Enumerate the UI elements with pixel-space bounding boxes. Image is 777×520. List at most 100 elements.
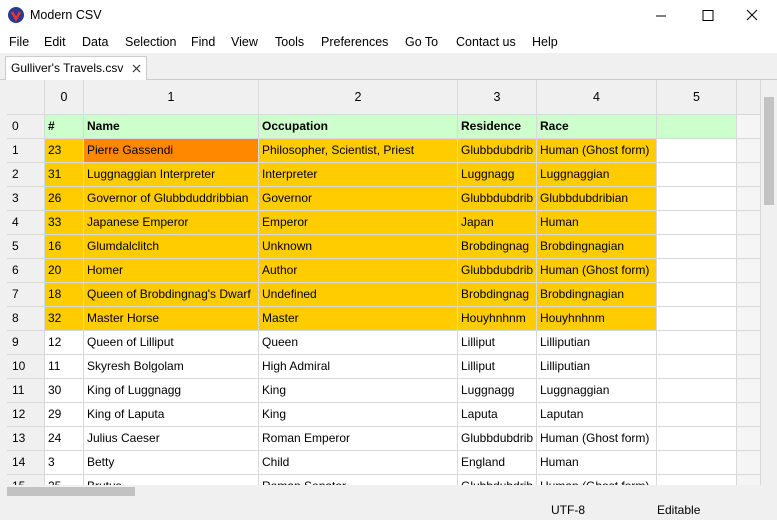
cell[interactable] <box>657 139 737 163</box>
cell[interactable]: Luggnagg <box>458 163 537 187</box>
cell[interactable]: Pierre Gassendi <box>84 139 259 163</box>
header-cell[interactable]: Residence <box>458 115 537 139</box>
menu-item[interactable]: Data <box>82 35 109 49</box>
cell[interactable]: Glumdalclitch <box>84 235 259 259</box>
cell[interactable]: 26 <box>45 187 84 211</box>
row-header[interactable]: 0 <box>7 115 45 139</box>
scroll-thumb[interactable] <box>7 487 135 496</box>
cell[interactable] <box>737 331 761 355</box>
cell[interactable] <box>657 187 737 211</box>
cell[interactable]: Author <box>259 259 458 283</box>
cell[interactable]: Glubbdubdrib <box>458 427 537 451</box>
cell[interactable]: Glubbdubdrib <box>458 259 537 283</box>
cell[interactable]: Luggnaggian <box>537 379 657 403</box>
menu-item[interactable]: Help <box>532 35 558 49</box>
cell[interactable]: Glubbdubdribian <box>537 187 657 211</box>
cell[interactable]: Brutus <box>84 475 259 485</box>
cell[interactable]: England <box>458 451 537 475</box>
header-cell[interactable] <box>657 115 737 139</box>
cell[interactable]: Unknown <box>259 235 458 259</box>
column-header[interactable]: 1 <box>84 80 259 115</box>
cell[interactable]: Human (Ghost form) <box>537 139 657 163</box>
menu-item[interactable]: Edit <box>44 35 66 49</box>
cell[interactable]: Governor of Glubbduddribbian <box>84 187 259 211</box>
cell[interactable]: Queen <box>259 331 458 355</box>
cell[interactable]: Philosopher, Scientist, Priest <box>259 139 458 163</box>
cell[interactable] <box>737 187 761 211</box>
scroll-thumb[interactable] <box>764 97 774 205</box>
row-header[interactable]: 12 <box>7 403 45 427</box>
cell[interactable]: Queen of Brobdingnag's Dwarf <box>84 283 259 307</box>
row-header[interactable]: 13 <box>7 427 45 451</box>
menu-item[interactable]: Selection <box>125 35 177 49</box>
cell[interactable] <box>657 163 737 187</box>
header-cell[interactable]: Race <box>537 115 657 139</box>
header-cell[interactable]: Name <box>84 115 259 139</box>
row-header[interactable]: 4 <box>7 211 45 235</box>
cell[interactable]: King of Luggnagg <box>84 379 259 403</box>
cell[interactable]: 20 <box>45 259 84 283</box>
cell[interactable]: 25 <box>45 475 84 485</box>
cell[interactable] <box>737 139 761 163</box>
cell[interactable]: 32 <box>45 307 84 331</box>
cell[interactable]: Roman Emperor <box>259 427 458 451</box>
cell[interactable]: Glubbdubdrib <box>458 475 537 485</box>
row-header[interactable]: 14 <box>7 451 45 475</box>
cell[interactable]: Luggnaggian <box>537 163 657 187</box>
cell[interactable] <box>657 259 737 283</box>
menu-item[interactable]: File <box>9 35 30 49</box>
cell[interactable]: King <box>259 379 458 403</box>
cell[interactable]: Roman Senator <box>259 475 458 485</box>
cell[interactable]: 31 <box>45 163 84 187</box>
cell[interactable] <box>737 451 761 475</box>
header-cell[interactable] <box>737 115 761 139</box>
row-header[interactable]: 3 <box>7 187 45 211</box>
file-tab[interactable]: Gulliver's Travels.csv <box>5 56 147 80</box>
column-header[interactable]: 3 <box>458 80 537 115</box>
cell[interactable] <box>737 307 761 331</box>
cell[interactable]: Glubbdubdrib <box>458 139 537 163</box>
cell[interactable]: 33 <box>45 211 84 235</box>
cell[interactable]: 30 <box>45 379 84 403</box>
row-header[interactable]: 6 <box>7 259 45 283</box>
menu-item[interactable]: Tools <box>275 35 305 49</box>
cell[interactable]: Houyhnhnm <box>458 307 537 331</box>
column-header[interactable]: 5 <box>657 80 737 115</box>
row-header[interactable]: 2 <box>7 163 45 187</box>
cell[interactable] <box>657 211 737 235</box>
cell[interactable]: Governor <box>259 187 458 211</box>
cell[interactable]: Brobdingnag <box>458 235 537 259</box>
cell[interactable] <box>657 427 737 451</box>
cell[interactable] <box>657 475 737 485</box>
cell[interactable]: Master Horse <box>84 307 259 331</box>
cell[interactable] <box>657 307 737 331</box>
cell[interactable]: Julius Caeser <box>84 427 259 451</box>
cell[interactable]: Queen of Lilliput <box>84 331 259 355</box>
cell[interactable]: Lilliputian <box>537 355 657 379</box>
cell[interactable]: High Admiral <box>259 355 458 379</box>
column-header[interactable]: 0 <box>45 80 84 115</box>
cell[interactable] <box>737 235 761 259</box>
column-header[interactable]: 4 <box>537 80 657 115</box>
cell[interactable]: 12 <box>45 331 84 355</box>
cell[interactable]: Master <box>259 307 458 331</box>
cell[interactable]: Japan <box>458 211 537 235</box>
cell[interactable] <box>737 427 761 451</box>
cell[interactable] <box>737 259 761 283</box>
cell[interactable]: Laputan <box>537 403 657 427</box>
cell[interactable]: Brobdingnag <box>458 283 537 307</box>
cell[interactable]: Houyhnhnm <box>537 307 657 331</box>
cell[interactable]: Lilliputian <box>537 331 657 355</box>
cell[interactable]: Undefined <box>259 283 458 307</box>
row-header[interactable]: 11 <box>7 379 45 403</box>
cell[interactable]: 24 <box>45 427 84 451</box>
header-cell[interactable]: Occupation <box>259 115 458 139</box>
cell[interactable]: 23 <box>45 139 84 163</box>
tab-close[interactable] <box>132 64 141 73</box>
menu-item[interactable]: View <box>231 35 258 49</box>
cell[interactable]: Brobdingnagian <box>537 235 657 259</box>
cell[interactable] <box>657 331 737 355</box>
cell[interactable]: Glubbdubdrib <box>458 187 537 211</box>
menu-item[interactable]: Find <box>191 35 216 49</box>
row-header[interactable]: 1 <box>7 139 45 163</box>
